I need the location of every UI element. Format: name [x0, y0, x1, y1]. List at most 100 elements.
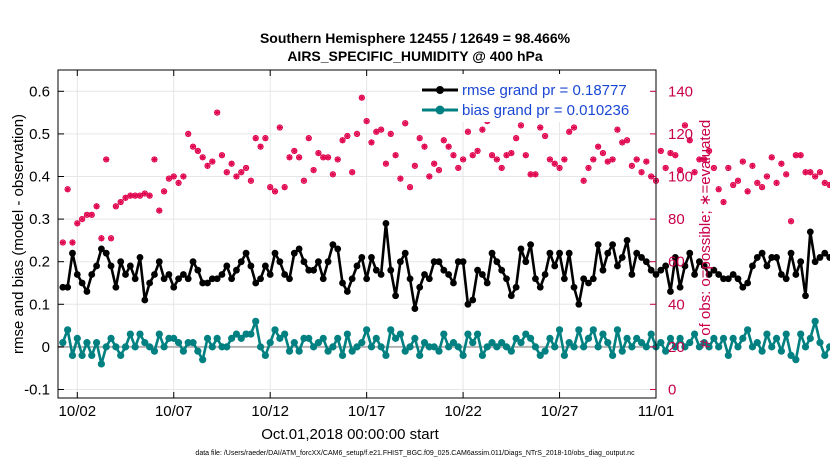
obs-evaluated-point	[513, 135, 520, 142]
bias-point	[445, 343, 453, 351]
obs-evaluated-point	[638, 169, 645, 176]
y-tick-label: 0.6	[29, 83, 50, 100]
rmse-point	[802, 292, 809, 300]
rmse-point	[131, 275, 139, 283]
rmse-point	[170, 283, 178, 291]
bias-point	[536, 351, 544, 360]
bias-point	[729, 334, 737, 342]
legend-bias-label: bias grand pr = 0.010236	[462, 102, 629, 119]
rmse-point	[570, 283, 578, 291]
rmse-point	[300, 258, 308, 266]
bias-point	[68, 351, 77, 360]
rmse-point	[189, 258, 197, 266]
bias-point	[546, 334, 554, 342]
obs-evaluated-point	[710, 164, 717, 171]
chart-title: Southern Hemisphere 12455 / 12649 = 98.4…	[259, 30, 571, 46]
bias-point	[551, 343, 559, 351]
bias-point	[237, 334, 245, 342]
bias-point	[285, 347, 294, 355]
rmse-point	[430, 258, 438, 266]
obs-evaluated-point	[527, 171, 534, 178]
rmse-point	[618, 254, 626, 261]
bias-point	[435, 347, 443, 355]
bias-point	[522, 330, 530, 338]
rmse-point	[329, 241, 337, 249]
bias-point	[666, 334, 675, 342]
obs-evaluated-point	[435, 167, 442, 174]
rmse-point	[445, 271, 453, 278]
obs-evaluated-point	[763, 173, 770, 180]
rmse-point	[69, 249, 76, 257]
obs-evaluated-point	[170, 173, 177, 180]
y2-tick-label: 0	[668, 381, 676, 398]
rmse-point	[782, 275, 790, 283]
bias-point	[372, 334, 380, 342]
rmse-point	[527, 241, 535, 249]
bias-point	[493, 343, 501, 351]
bias-point	[194, 347, 202, 355]
rmse-point	[633, 249, 641, 257]
bias-point	[449, 339, 458, 347]
bias-point	[367, 343, 376, 351]
bias-point	[363, 326, 371, 334]
obs-evaluated-point	[734, 177, 741, 184]
obs-evaluated-point	[354, 130, 360, 137]
rmse-point	[681, 262, 689, 270]
bias-point	[232, 330, 241, 338]
obs-evaluated-point	[571, 124, 578, 131]
bias-point	[83, 339, 91, 347]
obs-evaluated-point	[407, 184, 414, 191]
obs-evaluated-point	[103, 156, 110, 163]
bias-point	[724, 351, 732, 360]
obs-evaluated-point	[643, 158, 650, 165]
bias-point	[358, 339, 366, 347]
bias-point	[174, 339, 183, 347]
rmse-point	[512, 283, 520, 291]
obs-evaluated-point	[691, 169, 698, 176]
bias-point	[744, 326, 752, 334]
rmse-point	[811, 258, 819, 266]
rmse-point	[319, 275, 327, 283]
bias-point	[517, 339, 525, 347]
obs-evaluated-point	[807, 169, 814, 176]
rmse-point	[454, 258, 462, 266]
obs-evaluated-point	[83, 211, 90, 218]
obs-evaluated-point	[677, 167, 684, 174]
bias-point	[396, 330, 405, 338]
rmse-point	[773, 254, 780, 261]
bias-point	[411, 334, 419, 342]
obs-evaluated-point	[633, 156, 640, 163]
bias-point	[507, 347, 515, 355]
bias-point	[406, 343, 414, 351]
legend-bias-marker	[435, 105, 445, 115]
obs-evaluated-point	[474, 147, 481, 154]
obs-evaluated-point	[624, 137, 631, 144]
rmse-point	[642, 258, 650, 266]
obs-evaluated-point	[267, 184, 274, 191]
y-tick-label: 0.3	[29, 211, 50, 228]
bias-point	[324, 347, 332, 355]
bias-point	[777, 347, 785, 355]
rmse-point	[107, 262, 115, 270]
rmse-point	[700, 262, 708, 270]
bias-point	[155, 330, 163, 338]
bias-point	[290, 339, 298, 347]
obs-evaluated-point	[532, 171, 539, 178]
bias-point	[252, 317, 260, 325]
rmse-point	[450, 279, 457, 287]
obs-evaluated-point	[725, 164, 732, 171]
rmse-point	[565, 249, 573, 257]
bias-point	[686, 339, 694, 347]
obs-evaluated-point	[479, 126, 486, 133]
bias-point	[811, 317, 819, 325]
bias-point	[821, 351, 829, 360]
bias-point	[266, 339, 274, 347]
obs-evaluated-point	[363, 118, 370, 125]
obs-evaluated-point	[291, 147, 298, 154]
rmse-point	[199, 279, 207, 287]
rmse-point	[758, 249, 766, 257]
obs-evaluated-point	[416, 135, 423, 142]
rmse-point	[102, 249, 110, 257]
rmse-point	[599, 266, 607, 274]
obs-evaluated-point	[522, 152, 529, 159]
